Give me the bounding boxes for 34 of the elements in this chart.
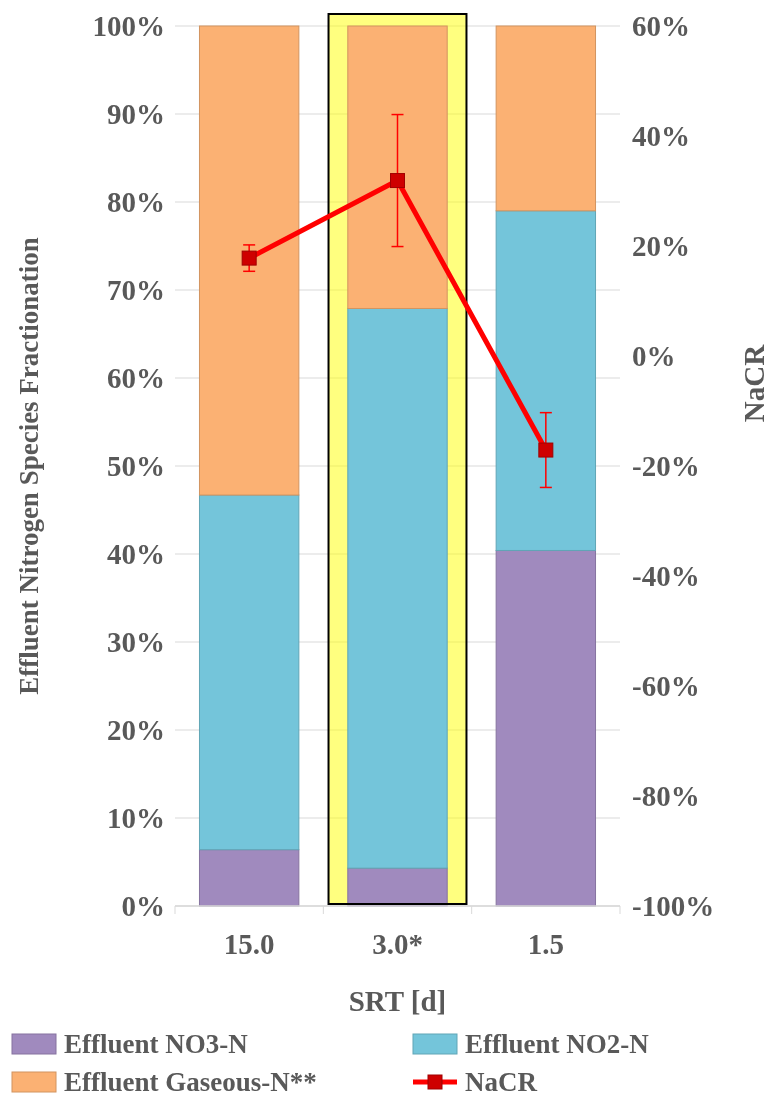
legend-label: Effluent NO2-N — [465, 1029, 650, 1060]
y2-tick-label: -60% — [632, 670, 700, 703]
y-tick-label: 60% — [107, 362, 165, 395]
x-tick-label: 15.0 — [223, 928, 275, 960]
bar — [198, 849, 300, 907]
y2-tick-label: -20% — [632, 450, 700, 483]
y-tick-label: 20% — [107, 714, 165, 747]
legend-label: Effluent Gaseous-N** — [64, 1067, 317, 1098]
y-tick-label: 10% — [107, 802, 165, 835]
y2-tick-label: 40% — [632, 120, 690, 153]
x-tick-label: 1.5 — [527, 928, 564, 960]
y2-tick-label: -80% — [632, 780, 700, 813]
x-axis-title: SRT [d] — [348, 985, 447, 1017]
y2-axis-title: NaCR — [738, 343, 770, 423]
legend-label: NaCR — [465, 1067, 538, 1098]
bar — [495, 549, 597, 907]
legend-label: Effluent NO3-N — [64, 1029, 249, 1060]
y2-tick-label: -40% — [632, 560, 700, 593]
y2-tick-label: 20% — [632, 230, 690, 263]
y-tick-label: 70% — [107, 274, 165, 307]
y2-tick-label: 60% — [632, 10, 690, 43]
y-tick-label: 40% — [107, 538, 165, 571]
y2-tick-label: 0% — [632, 340, 676, 373]
y-tick-label: 100% — [92, 10, 165, 43]
x-tick-label: 3.0* — [372, 928, 423, 960]
y-tick-label: 80% — [107, 186, 165, 219]
y-axis-title: Effluent Nitrogen Species Fractionation — [14, 237, 44, 695]
y-tick-label: 50% — [107, 450, 165, 483]
y-tick-label: 0% — [121, 890, 165, 923]
bar — [198, 494, 300, 851]
y-tick-label: 30% — [107, 626, 165, 659]
bar — [495, 25, 597, 212]
y2-tick-label: -100% — [632, 890, 715, 923]
y-tick-label: 90% — [107, 98, 165, 131]
